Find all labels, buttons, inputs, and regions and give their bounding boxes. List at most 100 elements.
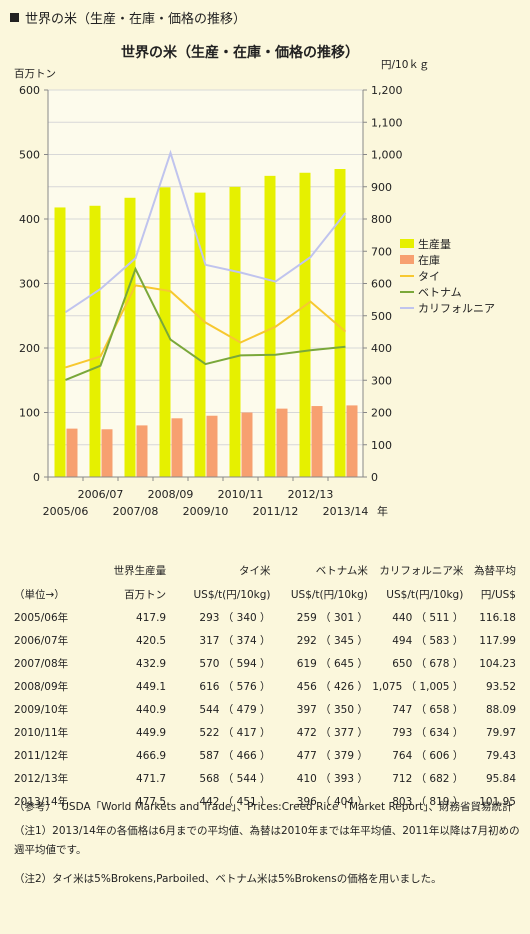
- table-cell: 百万トン: [124, 588, 167, 601]
- table-cell: 471.7: [136, 772, 167, 785]
- table-cell: 397 （ 350 ）: [296, 704, 368, 716]
- y-right-tick-label: 800: [371, 213, 392, 226]
- table-cell: 420.5: [136, 634, 167, 647]
- table-cell: 570 （ 594 ）: [199, 658, 271, 670]
- table-cell: 1,075 （ 1,005 ）: [372, 681, 464, 693]
- bar-stock: [206, 415, 218, 477]
- legend-swatch-在庫: [400, 255, 414, 264]
- table-cell: US$/t(円/10kg): [193, 588, 271, 601]
- table-cell: 466.9: [136, 749, 167, 762]
- x-axis-label: 年: [377, 504, 388, 518]
- table-cell: 803 （ 819 ）: [392, 796, 464, 808]
- bar-production: [299, 172, 311, 478]
- bar-production: [124, 197, 136, 478]
- y-right-tick-label: 100: [371, 439, 392, 452]
- x-tick-label: 2007/08: [113, 505, 159, 518]
- table-cell: 116.18: [479, 611, 516, 624]
- table-cell: 544 （ 479 ）: [199, 704, 271, 716]
- x-tick-label: 2012/13: [288, 488, 334, 501]
- table-row: 2007/08年 432.9 570 （ 594 ） 619 （ 645 ） 650 （…: [0, 652, 530, 675]
- table-cell: 292 （ 345 ）: [296, 635, 368, 647]
- table-cell: 440.9: [136, 703, 167, 716]
- y-left-tick-label: 600: [19, 84, 40, 97]
- table-row: 2011/12年 466.9 587 （ 466 ） 477 （ 379 ） 764 （…: [0, 744, 530, 767]
- x-tick-label: 2008/09: [148, 488, 194, 501]
- source-note: （参考） USDA「World Markets and Trade」、Price…: [14, 801, 513, 813]
- y-right-tick-label: 500: [371, 310, 392, 323]
- table-cell: （単位→）: [14, 588, 65, 601]
- bar-stock: [66, 428, 78, 477]
- table-cell: 477 （ 379 ）: [296, 750, 368, 762]
- table-cell: US$/t(円/10kg): [290, 588, 368, 601]
- rice-chart: 世界の米（生産・在庫・価格の推移） 百万トン 円/10ｋｇ 0 100 200 300…: [14, 44, 495, 518]
- x-tick-label: 2011/12: [253, 505, 299, 518]
- legend-swatch-生産量: [400, 239, 414, 248]
- page-heading-text: 世界の米（生産・在庫・価格の推移）: [25, 12, 247, 27]
- y-left-tick-label: 0: [33, 471, 40, 484]
- table-cell: 2012/13年: [14, 773, 69, 785]
- table-cell: 93.52: [485, 680, 516, 693]
- table-cell: 764 （ 606 ）: [392, 750, 464, 762]
- table-cell: 456 （ 426 ）: [296, 681, 368, 693]
- table-cell: 417.9: [136, 611, 167, 624]
- table-cell: 2007/08年: [14, 658, 69, 670]
- data-table: 世界生産量 タイ米 ベトナム米 カリフォルニア米 為替平均 （単位→） 百万トン US$/t(…: [0, 558, 530, 813]
- table-cell: 2005/06年: [14, 612, 69, 624]
- table-row: 2013/14年 477.5 442 （ 451 ） 396 （ 404 ） 803 （…: [0, 790, 530, 813]
- table-cell: 79.97: [485, 726, 516, 739]
- table-cell: ベトナム米: [315, 564, 368, 577]
- table-cell: US$/t(円/10kg): [386, 588, 464, 601]
- chart-title: 世界の米（生産・在庫・価格の推移）: [121, 44, 359, 61]
- line-ベトナム: [65, 266, 346, 381]
- table-cell: 79.43: [485, 749, 516, 762]
- x-tick-label: 2010/11: [218, 488, 264, 501]
- table-cell: 432.9: [136, 657, 167, 670]
- y-right-tick-label: 300: [371, 374, 392, 387]
- table-cell: 712 （ 682 ）: [392, 773, 464, 785]
- y-right-tick-label: 1,100: [371, 116, 403, 129]
- bar-production: [194, 192, 206, 477]
- table-cell: 793 （ 634 ）: [392, 727, 464, 739]
- table-cell: 2013/14年: [14, 796, 69, 808]
- x-tick-label: 2013/14: [323, 505, 369, 518]
- table-cell: 2010/11年: [14, 727, 69, 739]
- table-cell: 95.84: [485, 772, 516, 785]
- table-cell: [0, 558, 95, 582]
- bar-stock: [311, 406, 323, 477]
- bar-production: [54, 207, 66, 477]
- table-cell: 117.99: [479, 634, 516, 647]
- bar-production: [89, 205, 101, 477]
- table-units-row: （単位→） 百万トン US$/t(円/10kg) US$/t(円/10kg) US$/t…: [0, 582, 530, 606]
- table-cell: 442 （ 451 ）: [199, 796, 271, 808]
- y-right-tick-label: 200: [371, 407, 392, 420]
- table-cell: 650 （ 678 ）: [392, 658, 464, 670]
- table-cell: 2011/12年: [14, 750, 69, 762]
- y-right-tick-label: 600: [371, 278, 392, 291]
- bar-stock: [136, 425, 148, 477]
- y-right-tick-label: 900: [371, 181, 392, 194]
- table-row: 2008/09年 449.1 616 （ 576 ） 456 （ 426 ） 1,075…: [0, 675, 530, 698]
- y-right-tick-label: 400: [371, 342, 392, 355]
- bar-production: [229, 186, 241, 477]
- x-tick-label: 2005/06: [43, 505, 89, 518]
- table-cell: 472 （ 377 ）: [296, 727, 368, 739]
- table-cell: 259 （ 301 ）: [296, 612, 368, 624]
- legend-label-在庫: 在庫: [418, 253, 440, 267]
- table-row: 2006/07年 420.5 317 （ 374 ） 292 （ 345 ） 494 （…: [0, 629, 530, 652]
- y-axis-left-label: 百万トン: [14, 68, 56, 80]
- bar-production: [159, 187, 171, 477]
- table-row: 2012/13年 471.7 568 （ 544 ） 410 （ 393 ） 712 （…: [0, 767, 530, 790]
- table-cell: 2006/07年: [14, 635, 69, 647]
- y-left-tick-label: 200: [19, 342, 40, 355]
- table-cell: 世界生産量: [113, 564, 167, 577]
- table-cell: 449.9: [136, 726, 167, 739]
- y-right-tick-label: 1,000: [371, 149, 403, 162]
- legend-label-カリフォルニア: カリフォルニア: [418, 302, 495, 315]
- table-cell: 440 （ 511 ）: [392, 612, 464, 624]
- table-cell: カリフォルニア米: [379, 564, 464, 577]
- table-cell: 616 （ 576 ）: [199, 681, 271, 693]
- y-left-tick-label: 400: [19, 213, 40, 226]
- page-heading: 世界の米（生産・在庫・価格の推移）: [10, 8, 246, 27]
- plot-area: 0 100 200 300 400 500 600 0 100 200 300 400 500 600 70…: [19, 84, 495, 518]
- table-cell: 88.09: [485, 703, 516, 716]
